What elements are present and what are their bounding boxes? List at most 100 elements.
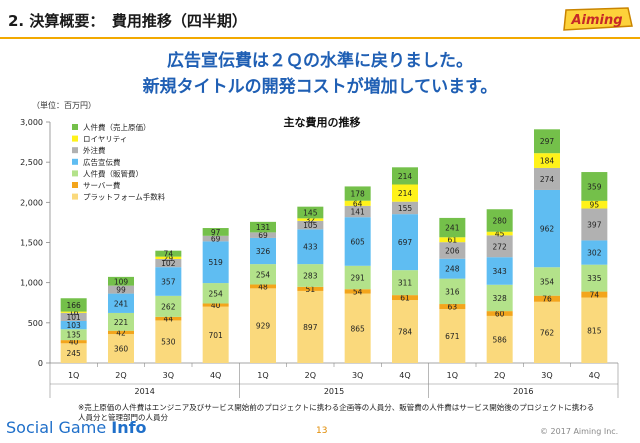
data-label: 865 [351,324,366,333]
bar-segment [439,309,466,363]
bar-segment [534,267,560,296]
x-tick-label: 4Q [210,371,221,380]
bar-segment [486,257,513,285]
legend-swatch [72,135,78,142]
x-tick-label: 2Q [115,371,126,380]
bar-segment [108,334,134,363]
brand-watermark: Social Game Info [6,418,147,437]
data-label: 44 [164,315,174,324]
header-divider [0,37,640,39]
bar-segment [297,229,324,265]
data-label: 60 [495,310,505,319]
bar-segment [297,286,324,291]
legend-label: 人件費（販管費） [83,168,143,178]
data-label: 76 [542,295,552,304]
data-label: 221 [114,318,129,327]
y-tick-label: 2,000 [20,198,43,207]
bar-segment [392,201,418,215]
bar-segment [202,283,229,304]
data-label: 354 [540,277,555,286]
data-label: 701 [209,331,224,340]
y-tick-label: 500 [28,319,43,328]
y-tick-label: 1,000 [20,279,43,288]
data-label: 241 [114,299,129,308]
data-label: 343 [493,267,508,276]
bar-segment [108,330,134,335]
bar-segment [250,288,276,363]
data-label: 335 [587,274,602,283]
headline-line-2: 新規タイトルの開発コストが増加しています。 [142,77,498,97]
data-label: 605 [351,237,366,246]
data-label: 97 [211,228,221,237]
x-tick-label: 1Q [68,371,79,380]
bar-segment [486,235,513,258]
data-label: 135 [67,331,82,340]
data-label: 433 [303,243,318,252]
bar-segment [250,232,276,238]
bar-segment [250,264,276,285]
legend-swatch [72,193,78,200]
bar-segment [392,300,418,363]
data-label: 103 [67,321,82,330]
bar-segment [155,316,182,321]
data-label: 241 [445,224,460,233]
x-tick-label: 4Q [399,371,410,380]
data-label: 272 [493,242,508,251]
bar-segment [392,214,418,271]
bar-segment [344,200,371,206]
data-label: 74 [164,250,174,259]
legend-swatch [72,170,78,177]
bar-segment [250,284,276,289]
data-label: 214 [398,172,413,181]
data-label: 64 [353,199,363,208]
data-label: 245 [67,349,82,358]
y-tick-label: 1,500 [20,239,43,248]
data-label: 671 [445,332,460,341]
year-label: 2015 [324,387,344,396]
bar-segment [60,343,87,363]
bar-segment [581,172,608,201]
data-label: 328 [493,294,508,303]
bar-segment [534,301,560,363]
data-label: 131 [256,223,271,232]
bar-segment [581,264,608,292]
bar-segment [534,129,560,154]
x-tick-label: 3Q [541,371,552,380]
x-tick-label: 3Q [163,371,174,380]
data-label: 61 [400,294,410,303]
bar-segment [392,184,418,202]
legend-label: 広告宣伝費 [83,157,121,167]
bar-segment [534,295,560,302]
data-label: 166 [67,301,82,310]
legend-label: サーバー費 [83,180,121,190]
bar-segment [155,256,182,259]
legend-swatch [72,124,78,130]
bar-segment [202,241,229,284]
data-label: 254 [256,270,271,279]
aiming-logo: Aiming [563,7,633,31]
legend-swatch [72,147,78,154]
data-label: 99 [116,286,126,295]
legend-label: ロイヤリティ [83,135,127,144]
x-tick-label: 1Q [447,371,458,380]
data-label: 397 [587,220,602,229]
data-label: 54 [353,287,363,296]
data-label: 184 [540,157,555,166]
data-label: 214 [398,189,413,198]
data-label: 95 [590,201,600,210]
data-label: 178 [351,190,366,199]
data-label: 69 [211,235,221,244]
section-title: 2. 決算概要： 費用推移（四半期） [8,12,247,30]
data-label: 283 [303,271,318,280]
bar-segment [297,206,324,219]
bar-segment [439,242,466,259]
data-label: 280 [493,216,508,225]
data-label: 40 [211,301,221,310]
data-label: 311 [398,279,413,288]
bar-segment [534,167,560,190]
bar-segment [486,311,513,316]
legend-swatch [72,182,78,188]
bar-segment [344,265,371,290]
bar-segment [439,237,466,243]
